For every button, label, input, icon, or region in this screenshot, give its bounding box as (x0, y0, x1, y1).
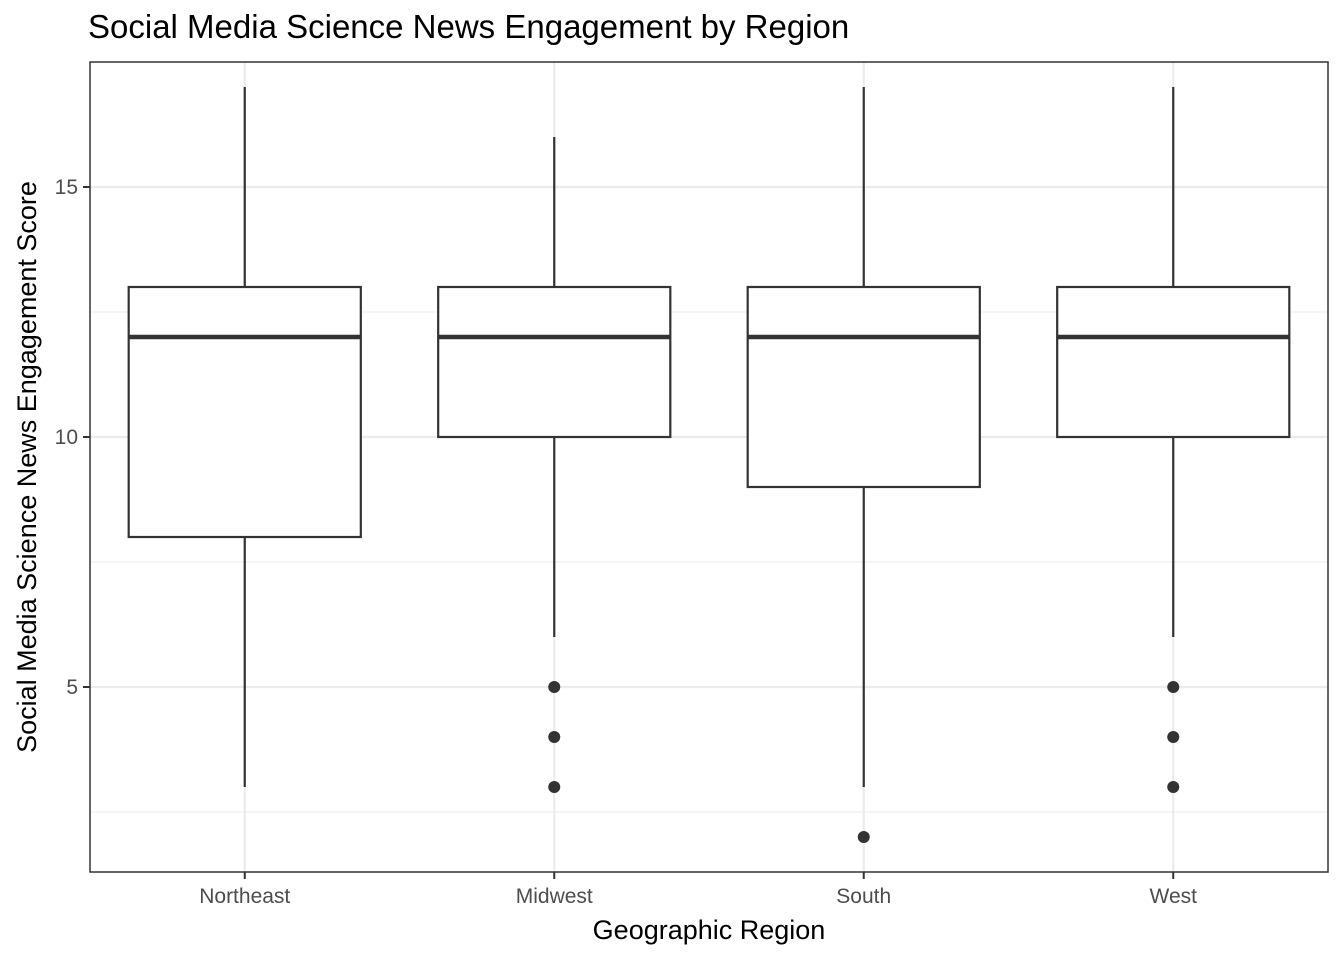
iqr-box (746, 285, 981, 489)
box-northeast (127, 87, 362, 787)
box-midwest (437, 137, 672, 793)
y-tick-label: 15 (55, 176, 78, 199)
iqr-box (437, 285, 672, 439)
x-tick-label-west: West (1150, 885, 1198, 908)
box-south (746, 87, 981, 843)
panel-border (89, 61, 1329, 873)
x-tick-label-northeast: Northeast (199, 885, 290, 908)
outlier-point (548, 681, 561, 693)
outlier-point (548, 731, 561, 743)
y-axis-title: Social Media Science News Engagement Sco… (12, 181, 42, 753)
outlier-point (857, 831, 870, 843)
y-tick-label: 5 (66, 676, 78, 699)
outlier-point (1167, 781, 1180, 793)
axes: 5 10 15 Northeast Midwest South West (55, 176, 1197, 908)
x-tick-label-midwest: Midwest (516, 885, 593, 908)
outlier-point (1167, 681, 1180, 693)
y-tick-label: 10 (55, 426, 78, 449)
box-west (1056, 87, 1291, 793)
outlier-point (548, 781, 561, 793)
x-axis-title: Geographic Region (593, 915, 826, 945)
iqr-box (127, 285, 362, 539)
iqr-box (1056, 285, 1291, 439)
chart-title: Social Media Science News Engagement by … (88, 8, 850, 45)
x-tick-label-south: South (836, 885, 891, 908)
outlier-point (1167, 731, 1180, 743)
box-series (127, 87, 1291, 843)
